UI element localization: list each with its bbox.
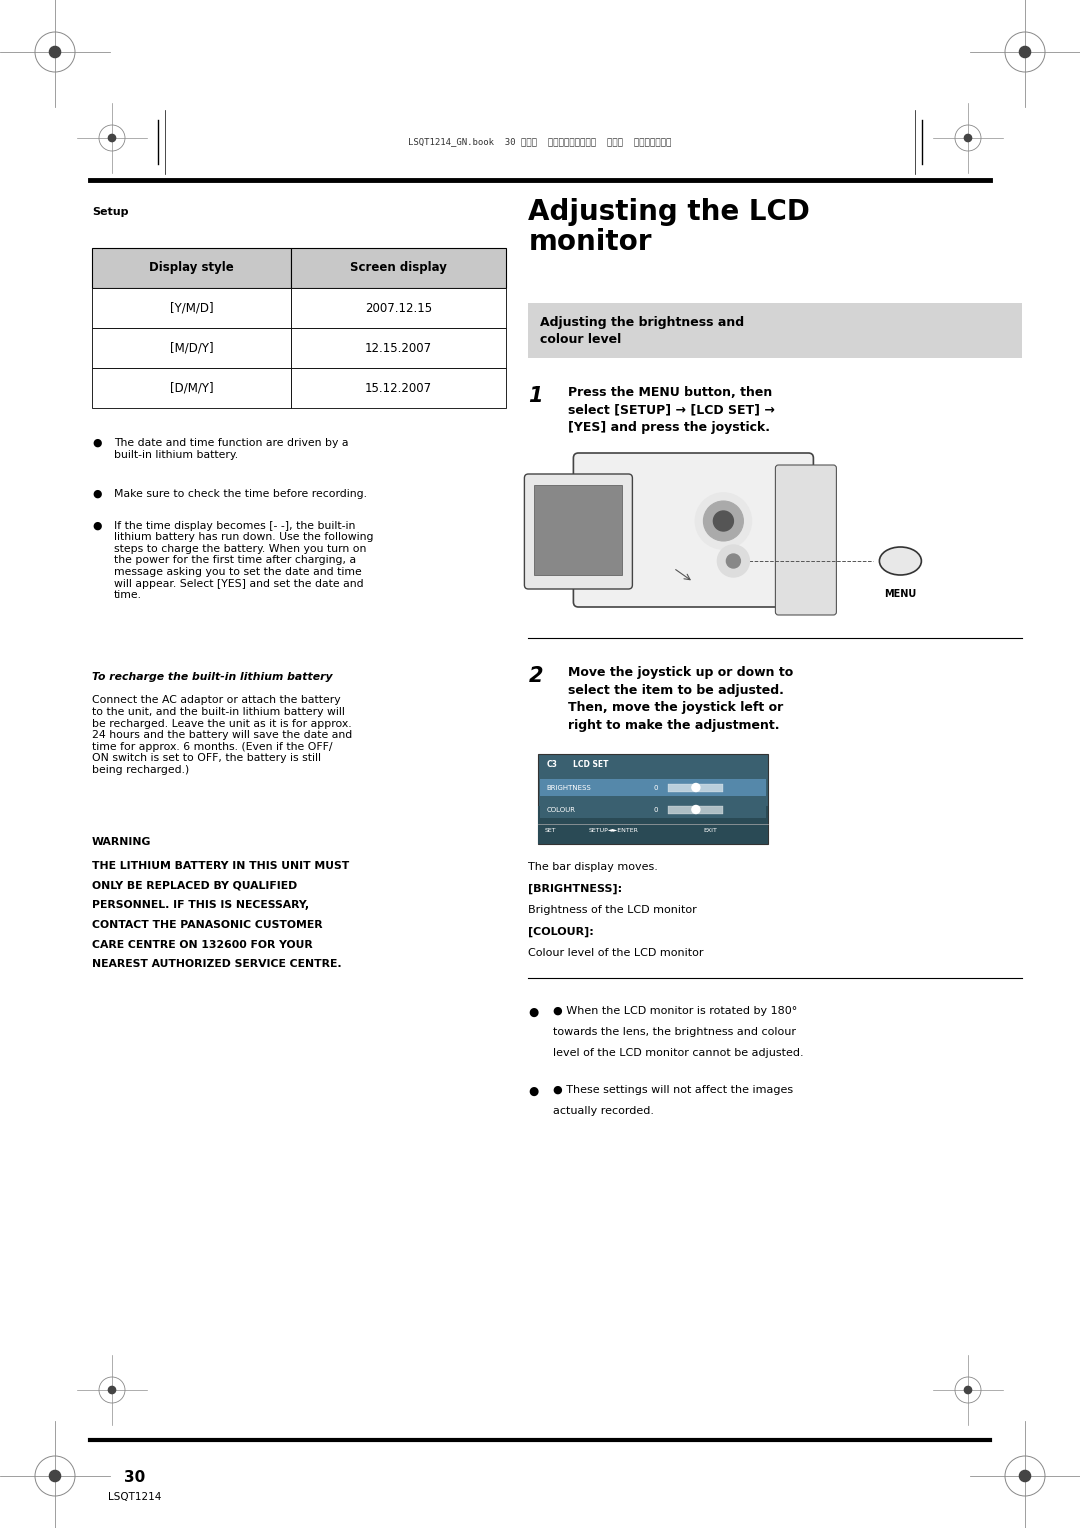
FancyBboxPatch shape <box>528 303 1022 358</box>
FancyBboxPatch shape <box>525 474 633 588</box>
Circle shape <box>714 510 733 532</box>
Text: ●: ● <box>92 521 102 530</box>
Text: [COLOUR]:: [COLOUR]: <box>528 926 594 937</box>
FancyBboxPatch shape <box>291 368 507 408</box>
FancyBboxPatch shape <box>540 779 767 796</box>
Circle shape <box>964 1386 972 1394</box>
Circle shape <box>696 494 752 549</box>
Text: Press the MENU button, then
select [SETUP] → [LCD SET] →
[YES] and press the joy: Press the MENU button, then select [SETU… <box>568 387 775 434</box>
Text: Make sure to check the time before recording.: Make sure to check the time before recor… <box>114 489 367 500</box>
Text: EXIT: EXIT <box>703 828 717 833</box>
Text: PERSONNEL. IF THIS IS NECESSARY,: PERSONNEL. IF THIS IS NECESSARY, <box>92 900 309 911</box>
Text: 1: 1 <box>528 387 543 406</box>
Text: The date and time function are driven by a
built-in lithium battery.: The date and time function are driven by… <box>114 439 349 460</box>
Text: NEAREST AUTHORIZED SERVICE CENTRE.: NEAREST AUTHORIZED SERVICE CENTRE. <box>92 960 341 969</box>
Ellipse shape <box>879 547 921 575</box>
FancyBboxPatch shape <box>92 368 291 408</box>
Text: ●: ● <box>528 1085 539 1099</box>
Text: 0: 0 <box>653 807 658 813</box>
Text: [D/M/Y]: [D/M/Y] <box>170 382 213 394</box>
Text: [BRIGHTNESS]:: [BRIGHTNESS]: <box>528 883 622 894</box>
Text: 2007.12.15: 2007.12.15 <box>365 301 432 315</box>
Text: To recharge the built-in lithium battery: To recharge the built-in lithium battery <box>92 672 333 681</box>
Text: [Y/M/D]: [Y/M/D] <box>170 301 213 315</box>
Text: ONLY BE REPLACED BY QUALIFIED: ONLY BE REPLACED BY QUALIFIED <box>92 882 297 891</box>
Circle shape <box>964 134 972 142</box>
Text: 12.15.2007: 12.15.2007 <box>365 341 432 354</box>
Text: level of the LCD monitor cannot be adjusted.: level of the LCD monitor cannot be adjus… <box>553 1048 804 1059</box>
Circle shape <box>703 501 743 541</box>
Text: 2: 2 <box>528 666 543 686</box>
Text: actually recorded.: actually recorded. <box>553 1106 654 1117</box>
FancyBboxPatch shape <box>775 465 836 614</box>
Text: The bar display moves.: The bar display moves. <box>528 862 659 872</box>
Circle shape <box>108 134 116 142</box>
Text: ● When the LCD monitor is rotated by 180°: ● When the LCD monitor is rotated by 180… <box>553 1005 798 1016</box>
FancyBboxPatch shape <box>669 784 724 792</box>
Circle shape <box>727 555 741 568</box>
Text: SET: SET <box>544 828 556 833</box>
Text: ●: ● <box>528 1005 539 1019</box>
Text: LSQT1214: LSQT1214 <box>108 1491 162 1502</box>
Text: ● These settings will not affect the images: ● These settings will not affect the ima… <box>553 1085 794 1096</box>
FancyBboxPatch shape <box>92 248 291 287</box>
Text: Colour level of the LCD monitor: Colour level of the LCD monitor <box>528 947 704 958</box>
FancyBboxPatch shape <box>669 805 724 813</box>
Text: Connect the AC adaptor or attach the battery
to the unit, and the built-in lithi: Connect the AC adaptor or attach the bat… <box>92 695 352 775</box>
FancyBboxPatch shape <box>540 801 767 817</box>
Circle shape <box>1020 1470 1030 1482</box>
Text: Adjusting the LCD
monitor: Adjusting the LCD monitor <box>528 199 810 257</box>
Text: CONTACT THE PANASONIC CUSTOMER: CONTACT THE PANASONIC CUSTOMER <box>92 920 323 931</box>
Text: C3: C3 <box>546 759 557 769</box>
Text: [M/D/Y]: [M/D/Y] <box>170 341 213 354</box>
Text: LCD SET: LCD SET <box>573 759 609 769</box>
Text: Setup: Setup <box>92 206 129 217</box>
Text: ●: ● <box>92 439 102 448</box>
FancyBboxPatch shape <box>573 452 813 607</box>
FancyBboxPatch shape <box>535 484 622 575</box>
FancyBboxPatch shape <box>539 807 768 843</box>
Text: Brightness of the LCD monitor: Brightness of the LCD monitor <box>528 905 698 915</box>
Circle shape <box>692 784 700 792</box>
Text: WARNING: WARNING <box>92 837 151 847</box>
Text: 15.12.2007: 15.12.2007 <box>365 382 432 394</box>
Circle shape <box>108 1386 116 1394</box>
FancyBboxPatch shape <box>291 248 507 287</box>
Text: MENU: MENU <box>885 588 917 599</box>
Circle shape <box>50 46 60 58</box>
Text: Screen display: Screen display <box>350 261 447 275</box>
Text: BRIGHTNESS: BRIGHTNESS <box>546 784 591 790</box>
Text: 30: 30 <box>124 1470 146 1485</box>
Circle shape <box>1020 46 1030 58</box>
FancyBboxPatch shape <box>92 329 291 368</box>
Text: Display style: Display style <box>149 261 234 275</box>
Text: LSQT1214_GN.book  30 ページ  ２００７年２月８日  木曜日  午後８時５０分: LSQT1214_GN.book 30 ページ ２００７年２月８日 木曜日 午後… <box>408 138 672 147</box>
Text: CARE CENTRE ON 132600 FOR YOUR: CARE CENTRE ON 132600 FOR YOUR <box>92 940 313 949</box>
FancyBboxPatch shape <box>92 287 291 329</box>
Text: Move the joystick up or down to
select the item to be adjusted.
Then, move the j: Move the joystick up or down to select t… <box>568 666 794 732</box>
Text: towards the lens, the brightness and colour: towards the lens, the brightness and col… <box>553 1027 796 1038</box>
Text: COLOUR: COLOUR <box>546 807 576 813</box>
Circle shape <box>692 805 700 813</box>
Text: If the time display becomes [- -], the built-in
lithium battery has run down. Us: If the time display becomes [- -], the b… <box>114 521 374 601</box>
FancyBboxPatch shape <box>291 287 507 329</box>
Text: THE LITHIUM BATTERY IN THIS UNIT MUST: THE LITHIUM BATTERY IN THIS UNIT MUST <box>92 862 349 871</box>
Circle shape <box>50 1470 60 1482</box>
FancyBboxPatch shape <box>539 753 768 843</box>
Text: 0: 0 <box>653 784 658 790</box>
Text: ●: ● <box>92 489 102 500</box>
Circle shape <box>717 545 750 578</box>
Text: Adjusting the brightness and
colour level: Adjusting the brightness and colour leve… <box>540 315 744 345</box>
FancyBboxPatch shape <box>291 329 507 368</box>
Text: SETUP◄►ENTER: SETUP◄►ENTER <box>589 828 638 833</box>
